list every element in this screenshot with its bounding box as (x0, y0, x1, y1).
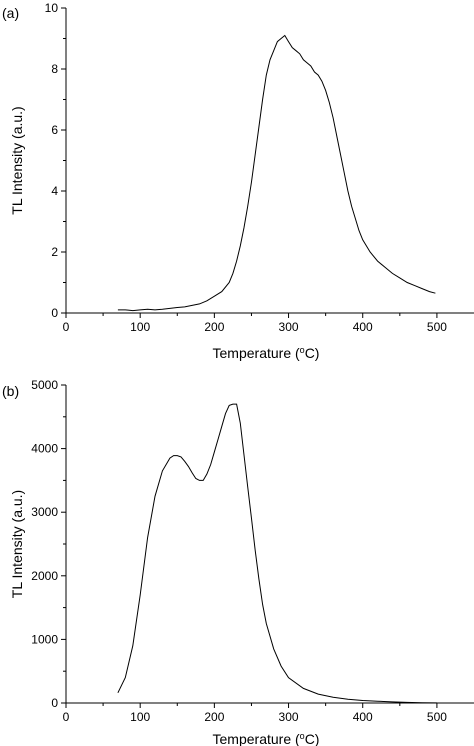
series-line-1 (117, 34, 436, 312)
y-tick-label: 2 (51, 245, 58, 259)
x-tick-label: 100 (130, 710, 150, 724)
x-tick-label: 400 (353, 320, 373, 334)
y-tick-label: 6 (51, 123, 58, 137)
x-tick-label: 500 (427, 320, 447, 334)
y-tick-label: 3000 (31, 505, 58, 519)
x-tick-label: 100 (130, 320, 150, 334)
y-axis-label: TL Intensity (a.u.) (9, 106, 25, 214)
x-tick-label: 300 (279, 710, 299, 724)
y-tick-label: 4000 (31, 442, 58, 456)
x-tick-label: 200 (204, 710, 224, 724)
x-tick-label: 400 (353, 710, 373, 724)
y-tick-label: 5000 (31, 378, 58, 392)
x-tick-label: 0 (63, 320, 70, 334)
x-axis-label: Temperature (oC) (213, 345, 320, 361)
y-axis-label: TL Intensity (a.u.) (9, 490, 25, 598)
y-tick-label: 4 (51, 184, 58, 198)
panel-label: (a) (2, 5, 19, 21)
x-tick-label: 0 (63, 710, 70, 724)
x-tick-label: 300 (279, 320, 299, 334)
x-axis-label: Temperature (oC) (213, 731, 320, 746)
y-tick-label: 2000 (31, 569, 58, 583)
y-tick-label: 10 (45, 1, 59, 15)
y-tick-label: 0 (51, 696, 58, 710)
x-tick-label: 200 (204, 320, 224, 334)
y-tick-label: 0 (51, 306, 58, 320)
y-tick-label: 8 (51, 62, 58, 76)
y-tick-label: 1000 (31, 632, 58, 646)
x-tick-label: 500 (427, 710, 447, 724)
chart-panel-a: 0 100 200 300 400 500 0 2 4 6 8 10 (a) Temperature (o… (2, 1, 474, 361)
chart-panel-b: 0 100 200 300 400 500010002000300040005000(b)… (2, 378, 474, 746)
series-line-1 (117, 403, 437, 704)
panel-label: (b) (2, 383, 19, 399)
